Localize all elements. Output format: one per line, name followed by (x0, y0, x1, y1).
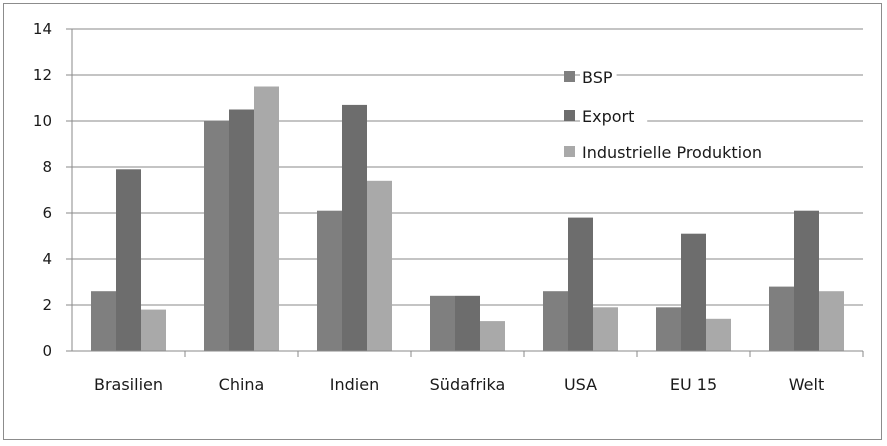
axes (66, 28, 864, 357)
bar-export-2 (342, 104, 367, 352)
bar-bsp-6 (769, 286, 794, 351)
bar-bsp-0 (91, 291, 116, 351)
legend: BSP Export Industrielle Produktion (564, 68, 821, 163)
legend-swatch (564, 110, 575, 121)
legend-label: BSP (582, 68, 613, 87)
legend-label-background (580, 107, 648, 127)
y-tick-label: 2 (42, 296, 52, 314)
legend-label: Export (582, 107, 634, 126)
bar-bsp-1 (204, 121, 229, 351)
bar-export-4 (568, 217, 593, 351)
bar-export-1 (229, 109, 254, 351)
x-category-label: Welt (789, 375, 824, 394)
bar-export-3 (455, 295, 480, 351)
x-category-label: EU 15 (670, 375, 717, 394)
x-category-label: Südafrika (430, 375, 506, 394)
bar-bsp-4 (543, 291, 568, 351)
y-tick-label: 14 (33, 20, 52, 38)
legend-swatch (564, 71, 575, 82)
bars (91, 86, 844, 352)
y-tick-label: 4 (42, 250, 52, 268)
legend-label-background (580, 143, 821, 163)
bar-chart: 0 2 4 6 8 10 12 14 Brasilien China Indien Südafrik… (33, 20, 864, 394)
y-tick-labels: 0 2 4 6 8 10 12 14 (33, 20, 52, 360)
bar-industrielle-produktion-4 (593, 307, 618, 351)
y-tick-label: 12 (33, 66, 52, 84)
x-category-label: Indien (330, 375, 379, 394)
bar-export-0 (116, 169, 141, 351)
x-category-label: USA (564, 375, 597, 394)
legend-label-background (580, 68, 617, 88)
bar-export-6 (794, 210, 819, 351)
bar-industrielle-produktion-0 (141, 309, 166, 351)
y-tick-label: 10 (33, 112, 52, 130)
bar-industrielle-produktion-6 (819, 291, 844, 351)
gridlines (72, 28, 863, 306)
y-tick-label: 6 (42, 204, 52, 222)
x-category-label: China (219, 375, 265, 394)
x-category-label: Brasilien (94, 375, 163, 394)
bar-industrielle-produktion-1 (254, 86, 279, 351)
x-category-labels: Brasilien China Indien Südafrika USA EU 15 Wel… (94, 375, 824, 394)
bar-bsp-3 (430, 295, 455, 351)
bar-industrielle-produktion-2 (367, 180, 392, 351)
bar-industrielle-produktion-5 (706, 318, 731, 351)
bar-export-5 (681, 233, 706, 351)
bar-bsp-5 (656, 307, 681, 351)
bar-bsp-2 (317, 210, 342, 351)
chart-frame: 0 2 4 6 8 10 12 14 Brasilien China Indien Südafrik… (3, 3, 882, 440)
bar-industrielle-produktion-3 (480, 321, 505, 351)
y-tick-label: 8 (42, 158, 52, 176)
legend-label: Industrielle Produktion (582, 143, 762, 162)
y-tick-label: 0 (42, 342, 52, 360)
legend-swatch (564, 146, 575, 157)
